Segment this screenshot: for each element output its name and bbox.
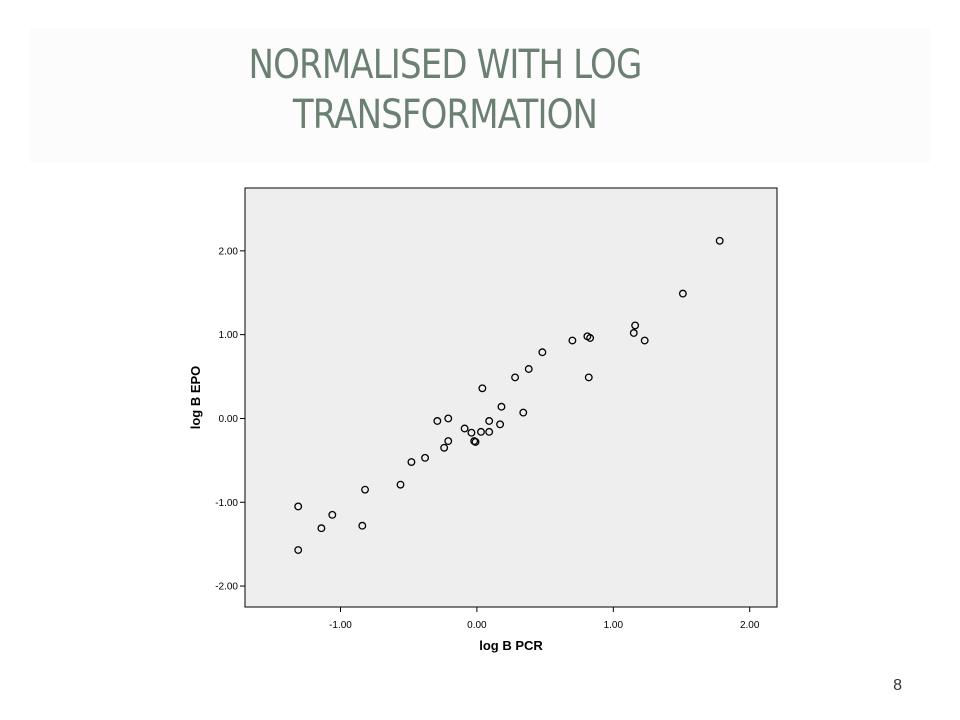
data-point <box>294 546 303 554</box>
data-point <box>407 458 416 466</box>
data-point <box>538 348 547 357</box>
data-point <box>328 510 337 519</box>
data-point <box>629 329 638 337</box>
data-point <box>631 321 640 330</box>
data-point <box>485 427 494 436</box>
data-point <box>485 417 494 425</box>
data-point <box>584 373 593 382</box>
data-point <box>444 414 453 423</box>
slide-title-line-1: NORMALISED WITH LOG <box>248 42 643 88</box>
slide-title: NORMALISED WITH LOG TRANSFORMATION <box>169 40 722 140</box>
x-axis-title: log B PCR <box>479 638 543 653</box>
y-tick-label: 0.00 <box>219 414 239 425</box>
data-point <box>524 365 533 373</box>
data-point <box>586 334 595 342</box>
data-point <box>421 453 430 462</box>
data-point <box>678 289 687 298</box>
x-axis: -1.00 0.00 1.00 2.00 <box>329 607 760 631</box>
data-points <box>294 236 724 554</box>
y-axis: -2.00 -1.00 0.00 1.00 2.00 <box>215 246 245 593</box>
data-point <box>440 443 449 452</box>
data-point <box>433 417 442 425</box>
x-tick-label: 2.00 <box>740 620 760 631</box>
slide-title-line-2: TRANSFORMATION <box>292 92 598 138</box>
x-tick-label: 1.00 <box>604 620 624 631</box>
data-point <box>317 524 326 533</box>
data-point <box>444 437 453 446</box>
y-tick-label: 2.00 <box>219 246 239 257</box>
data-point <box>358 521 367 530</box>
data-point <box>361 485 369 494</box>
y-tick-label: 1.00 <box>219 330 239 341</box>
y-axis-title: log B EPO <box>188 366 203 430</box>
data-point <box>460 424 469 433</box>
data-point <box>496 420 505 429</box>
data-point <box>478 384 487 393</box>
y-tick-label: -1.00 <box>215 498 238 509</box>
data-point <box>477 427 485 436</box>
data-point <box>568 336 577 345</box>
x-tick-label: -1.00 <box>329 620 352 631</box>
data-point <box>467 428 476 437</box>
data-point <box>396 480 405 489</box>
plot-area <box>244 187 778 608</box>
data-point <box>640 336 649 345</box>
y-tick-label: -2.00 <box>215 582 238 593</box>
data-point <box>519 408 528 417</box>
data-point <box>511 373 520 382</box>
data-point <box>294 502 303 511</box>
data-point <box>471 437 480 446</box>
x-tick-label: 0.00 <box>467 620 487 631</box>
page-number: 8 <box>893 677 902 694</box>
title-band <box>30 28 930 163</box>
data-point <box>715 236 724 245</box>
data-point <box>497 402 506 411</box>
